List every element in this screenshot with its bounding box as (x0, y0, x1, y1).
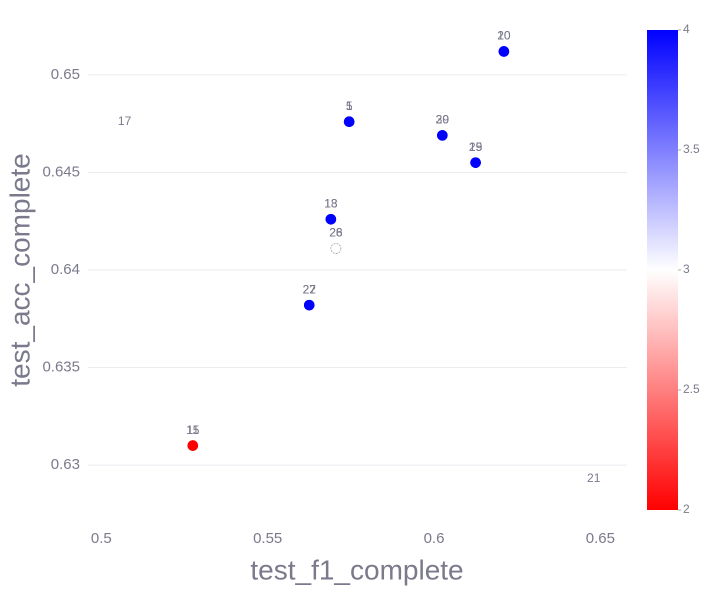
point-label: 30 (436, 113, 450, 127)
x-tick-label: 0.65 (586, 530, 615, 547)
point-label: 22 (303, 282, 317, 296)
y-tick-label: 0.63 (51, 456, 80, 473)
x-tick-label: 0.6 (424, 530, 445, 547)
point-label: 5 (346, 99, 353, 113)
y-tick-label: 0.645 (42, 163, 80, 180)
point (325, 213, 337, 225)
point (498, 46, 510, 57)
point-label: 21 (587, 471, 601, 485)
x-tick-label: 0.55 (253, 530, 282, 547)
point-label: 15 (186, 423, 200, 437)
y-tick-label: 0.65 (51, 66, 80, 83)
colorbar (647, 30, 678, 510)
x-axis-title: test_f1_complete (250, 554, 463, 585)
y-axis-title: test_acc_complete (4, 153, 35, 386)
point (470, 157, 481, 168)
point-label: 13 (324, 196, 338, 210)
point (343, 116, 355, 128)
colorbar-tick-label: 2 (683, 502, 690, 516)
y-tick-label: 0.635 (42, 359, 80, 376)
point (303, 299, 315, 311)
point-label: 11 (187, 423, 200, 437)
point-label: 19 (469, 140, 483, 154)
point-label: 26 (329, 226, 343, 240)
point-label: 29 (436, 113, 450, 127)
point (330, 243, 342, 254)
colorbar-tick-label: 3.5 (683, 142, 700, 156)
y-tick-label: 0.64 (51, 261, 80, 278)
colorbar-tick-label: 3 (683, 262, 690, 276)
colorbar-tick-label: 4 (683, 22, 690, 36)
point-label: 25 (469, 140, 483, 154)
point-label: 27 (303, 282, 317, 296)
x-tick-label: 0.5 (91, 530, 112, 547)
point-label: 17 (118, 114, 132, 128)
point-label: 1 (346, 99, 353, 113)
point-label: 18 (324, 196, 338, 210)
point (437, 130, 448, 141)
colorbar-tick-label: 2.5 (683, 382, 700, 396)
point (187, 440, 199, 451)
point-label: 10 (497, 29, 511, 43)
point-label: 28 (329, 226, 343, 240)
point-label: 20 (497, 29, 511, 43)
